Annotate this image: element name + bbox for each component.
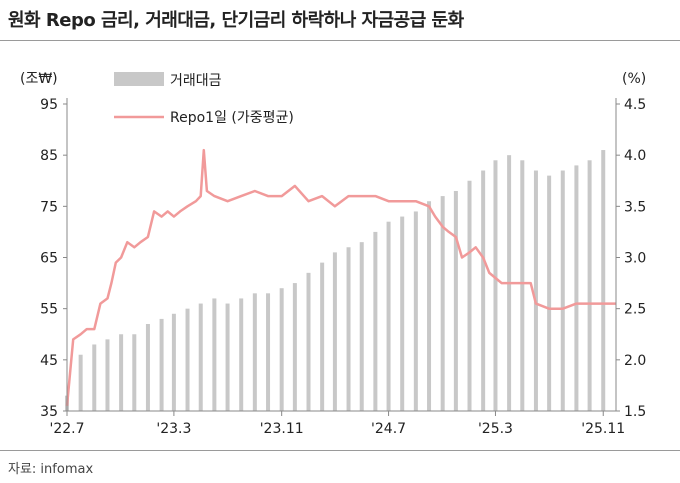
x-tick-label: '24.7 [371,421,406,437]
volume-bar [132,334,137,411]
volume-bar [346,247,351,411]
volume-bar [520,160,525,411]
repo-rate-line [65,148,616,407]
right-tick-label: 1.5 [624,404,646,420]
volume-bar [252,293,257,411]
volume-bar [78,354,83,411]
left-tick-label: 85 [40,148,58,164]
x-tick-label: '25.3 [478,421,513,437]
chart-title: 원화 Repo 금리, 거래대금, 단기금리 하락하나 자금공급 둔화 [8,10,464,31]
chart-axes: (조₩) (%) 35 45 55 65 75 85 95 1.5 2.0 2.5 3.0 3.5 4.0 4… [20,71,646,437]
x-tick-label: '22.7 [49,421,84,437]
volume-bar [185,308,190,411]
right-tick-label: 4.5 [624,97,646,113]
volume-bar [547,175,552,411]
repo-line-layer [65,148,616,407]
volume-bar [533,170,538,411]
right-tick-label: 3.5 [624,199,646,215]
legend-label-volume: 거래대금 [170,73,222,89]
volume-bar [320,262,325,411]
right-tick-label: 2.5 [624,302,646,318]
legend-label-repo: Repo1일 (가중평균) [170,110,294,126]
volume-bar [279,288,284,411]
right-tick-label: 3.0 [624,251,646,267]
volume-bar [266,293,271,411]
volume-bar [400,216,405,411]
volume-bar [453,190,458,411]
volume-bar [332,252,337,411]
volume-bar [119,334,124,411]
right-tick-label: 4.0 [624,148,646,164]
right-tick-label: 2.0 [624,353,646,369]
volume-bar [493,160,498,411]
volume-bar [145,324,150,411]
legend: 거래대금 Repo1일 (가중평균) [114,72,294,126]
volume-bar [373,231,378,411]
left-axis-unit: (조₩) [20,71,58,87]
left-tick-label: 45 [40,353,58,369]
volume-bar [292,283,297,411]
volume-bar [386,221,391,411]
volume-bar [105,339,110,411]
volume-bar [239,298,244,411]
volume-bars [65,150,606,412]
right-axis-unit: (%) [622,71,646,87]
volume-bar [587,160,592,411]
x-tick-label: '25.11 [581,421,625,437]
volume-bar [427,201,432,411]
left-tick-label: 65 [40,251,58,267]
bottom-rule [0,450,680,451]
top-rule [0,40,680,41]
source-note: 자료: infomax [8,462,94,477]
volume-bar [306,272,311,411]
volume-bar [574,165,579,411]
left-tick-label: 35 [40,404,58,420]
volume-bar [560,170,565,411]
volume-bar [481,170,486,411]
volume-bar [359,242,364,411]
volume-bar [225,303,230,411]
left-tick-label: 75 [40,199,58,215]
volume-bar [159,318,164,411]
volume-bar [92,344,97,411]
left-tick-label: 55 [40,302,58,318]
volume-bar [171,313,176,411]
legend-swatch-volume [114,72,164,86]
x-tick-label: '23.11 [260,421,304,437]
volume-bar [212,298,217,411]
x-tick-label: '23.3 [156,421,191,437]
volume-bar [413,211,418,411]
left-tick-label: 95 [40,97,58,113]
volume-bar [601,150,606,412]
volume-bar [198,303,203,411]
chart-area: (조₩) (%) 35 45 55 65 75 85 95 1.5 2.0 2.5 3.0 3.5 4.0 4… [20,71,646,437]
volume-bar [440,196,445,411]
volume-bar [467,180,472,411]
